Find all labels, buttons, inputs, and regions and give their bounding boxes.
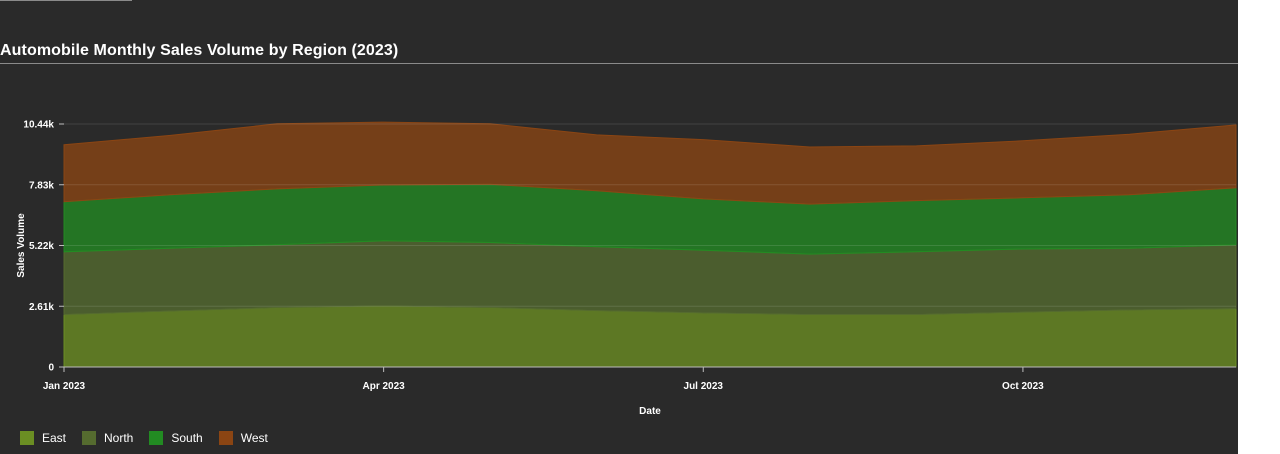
legend-swatch — [149, 431, 164, 445]
legend-label: East — [42, 431, 67, 445]
y-tick-label: 0 — [48, 363, 54, 374]
legend-label: South — [171, 431, 203, 445]
area-east — [63, 305, 1237, 368]
legend-item-west[interactable]: West — [218, 431, 268, 445]
x-tick-label: Oct 2023 — [1002, 381, 1044, 392]
legend-swatch — [82, 431, 97, 445]
y-tick-label: 10.44k — [23, 120, 54, 131]
legend-swatch — [20, 431, 34, 445]
legend-item-east[interactable]: East — [20, 431, 66, 445]
area-west — [63, 121, 1237, 205]
y-tick-label: 7.83k — [29, 180, 54, 191]
title-divider — [0, 63, 1238, 64]
y-axis-title: Sales Volume — [16, 213, 27, 278]
legend-label: North — [104, 431, 134, 445]
x-axis-title: Date — [639, 406, 661, 417]
y-tick-labels: 0 2.61k 5.22k 7.83k 10.44k — [23, 120, 64, 374]
chart-panel: Automobile Monthly Sales Volume by Regio… — [0, 0, 1238, 454]
x-tick-labels: Jan 2023 Apr 2023 Jul 2023 Oct 2023 — [43, 367, 1044, 392]
legend-item-north[interactable]: North — [82, 431, 133, 445]
area-north — [63, 240, 1237, 316]
x-tick-label: Jan 2023 — [43, 381, 86, 392]
top-tab-strip — [0, 0, 132, 1]
legend-swatch — [218, 431, 233, 445]
areas — [63, 121, 1237, 368]
y-gridlines — [64, 123, 1236, 307]
x-tick-label: Apr 2023 — [363, 381, 406, 392]
x-tick-label: Jul 2023 — [684, 381, 724, 392]
legend: East North South West — [20, 430, 268, 446]
legend-item-south[interactable]: South — [149, 431, 203, 445]
legend-label: West — [240, 431, 268, 445]
y-tick-label: 5.22k — [29, 241, 54, 252]
chart-title: Automobile Monthly Sales Volume by Regio… — [0, 42, 399, 59]
y-tick-label: 2.61k — [29, 302, 54, 313]
chart-svg: 0 2.61k 5.22k 7.83k 10.44k Jan 2023 Apr 2023 Ju… — [16, 120, 1237, 417]
